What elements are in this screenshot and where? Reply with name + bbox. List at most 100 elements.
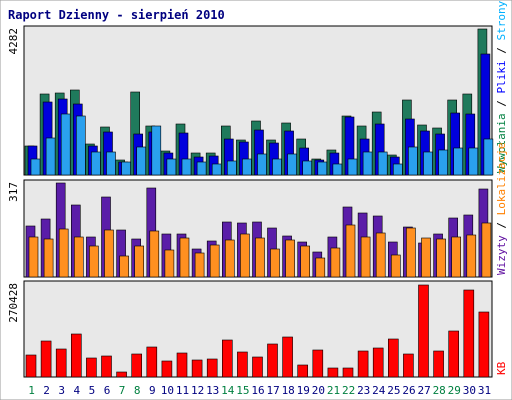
bar-strony-day-14 — [227, 160, 237, 176]
x-tick-label-day-3: 3 — [58, 384, 65, 397]
x-tick-label-day-31: 31 — [478, 384, 491, 397]
x-tick-label-day-1: 1 — [28, 384, 35, 397]
x-tick-label-day-15: 15 — [236, 384, 249, 397]
bar-lokalizacje-day-17 — [270, 248, 280, 278]
bar-kb-day-13 — [206, 358, 218, 378]
x-tick-label-day-23: 23 — [357, 384, 370, 397]
panel-bottom: 270428 KB — [7, 280, 508, 378]
bar-lokalizacje-day-18 — [285, 239, 295, 278]
bar-lokalizacje-day-2 — [43, 238, 54, 278]
bar-kb-day-1 — [25, 354, 37, 378]
series-strony — [30, 113, 494, 176]
x-tick-label-day-18: 18 — [282, 384, 295, 397]
bar-kb-day-2 — [40, 340, 52, 378]
bar-kb-day-28 — [433, 350, 444, 378]
bar-strony-day-26 — [408, 146, 418, 176]
bar-strony-day-3 — [60, 113, 71, 176]
x-tick-label-day-12: 12 — [191, 384, 204, 397]
x-tick-label-day-6: 6 — [104, 384, 111, 397]
bar-lokalizacje-day-14 — [225, 239, 235, 278]
bar-kb-day-6 — [101, 355, 112, 378]
bar-lokalizacje-day-3 — [58, 228, 69, 278]
bar-lokalizacje-day-29 — [451, 236, 462, 278]
x-tick-label-day-24: 24 — [372, 384, 386, 397]
bar-lokalizacje-day-31 — [481, 222, 492, 278]
bar-lokalizacje-day-5 — [89, 245, 99, 278]
bar-lokalizacje-day-28 — [436, 238, 446, 278]
bar-lokalizacje-day-16 — [255, 237, 265, 278]
bar-kb-day-24 — [372, 347, 384, 378]
bar-kb-day-23 — [357, 350, 369, 378]
bar-strony-day-19 — [302, 160, 313, 176]
x-tick-label-day-26: 26 — [402, 384, 415, 397]
bar-strony-day-4 — [76, 115, 86, 176]
bar-kb-day-15 — [237, 351, 248, 378]
panel-middle-axis-label: Wizyty / Lokalizacje — [495, 143, 508, 275]
bar-strony-day-7 — [121, 161, 131, 176]
chart-panels: 4282 Wywołania / Pliki / Strony 317 Wizyty … — [7, 0, 508, 378]
x-tick-label-day-20: 20 — [312, 384, 325, 397]
bar-strony-day-16 — [257, 153, 267, 176]
x-tick-label-day-10: 10 — [161, 384, 174, 397]
x-tick-label-day-14: 14 — [221, 384, 235, 397]
bar-kb-day-9 — [146, 346, 158, 378]
x-tick-label-day-19: 19 — [297, 384, 310, 397]
bar-lokalizacje-day-27 — [421, 237, 431, 278]
axis-label-part: Strony — [495, 0, 508, 40]
bar-strony-day-20 — [317, 161, 328, 176]
series-kb — [25, 284, 490, 378]
panel-middle: 317 Wizyty / Lokalizacje — [7, 143, 508, 278]
bar-strony-day-9 — [151, 125, 162, 176]
x-tick-label-day-7: 7 — [119, 384, 126, 397]
bar-kb-day-14 — [222, 339, 233, 378]
bar-strony-day-22 — [347, 158, 358, 176]
bar-kb-day-30 — [463, 289, 475, 378]
bar-kb-day-17 — [267, 343, 278, 378]
bar-strony-day-30 — [468, 147, 479, 176]
x-tick-label-day-28: 28 — [433, 384, 446, 397]
bar-strony-day-13 — [211, 163, 222, 176]
bar-kb-day-5 — [86, 357, 97, 378]
bar-kb-day-22 — [342, 367, 354, 378]
x-tick-label-day-22: 22 — [342, 384, 355, 397]
bar-kb-day-16 — [252, 356, 263, 378]
bar-lokalizacje-day-6 — [104, 229, 114, 278]
bar-kb-day-10 — [161, 360, 173, 378]
bar-strony-day-2 — [45, 137, 56, 176]
bar-strony-day-21 — [332, 163, 343, 176]
bar-lokalizacje-day-22 — [345, 224, 356, 278]
x-tick-label-day-8: 8 — [134, 384, 141, 397]
bar-strony-day-24 — [377, 151, 388, 176]
x-tick-label-day-21: 21 — [327, 384, 340, 397]
bar-strony-day-31 — [483, 138, 494, 176]
bar-lokalizacje-day-21 — [330, 247, 341, 278]
bar-kb-day-31 — [478, 311, 490, 378]
bar-lokalizacje-day-26 — [406, 227, 416, 278]
panel-top-max-label: 4282 — [7, 28, 20, 55]
x-tick-label-day-29: 29 — [448, 384, 461, 397]
panel-middle-max-label: 317 — [7, 182, 20, 202]
bar-strony-day-28 — [438, 149, 448, 176]
bar-kb-day-21 — [327, 367, 339, 378]
panel-top: 4282 Wywołania / Pliki / Strony — [7, 0, 508, 176]
x-tick-label-day-27: 27 — [417, 384, 430, 397]
bar-kb-day-12 — [191, 359, 203, 378]
bar-strony-day-5 — [91, 151, 101, 176]
bar-lokalizacje-day-13 — [209, 244, 220, 278]
bar-strony-day-25 — [392, 163, 403, 176]
bar-kb-day-8 — [131, 353, 142, 378]
axis-label-part: Wizyty — [495, 235, 508, 275]
chart-title: Raport Dzienny - sierpień 2010 — [8, 8, 225, 22]
x-tick-label-day-13: 13 — [206, 384, 219, 397]
bar-lokalizacje-day-20 — [315, 257, 326, 278]
bar-strony-day-12 — [196, 161, 207, 176]
x-tick-label-day-16: 16 — [251, 384, 264, 397]
bar-lokalizacje-day-11 — [179, 237, 190, 278]
bar-lokalizacje-day-19 — [300, 245, 311, 278]
panel-bottom-max-label: 270428 — [7, 283, 20, 323]
bar-lokalizacje-day-7 — [119, 255, 129, 278]
bar-kb-day-29 — [448, 330, 460, 378]
bar-strony-day-15 — [242, 158, 252, 176]
bar-lokalizacje-day-24 — [375, 232, 386, 278]
